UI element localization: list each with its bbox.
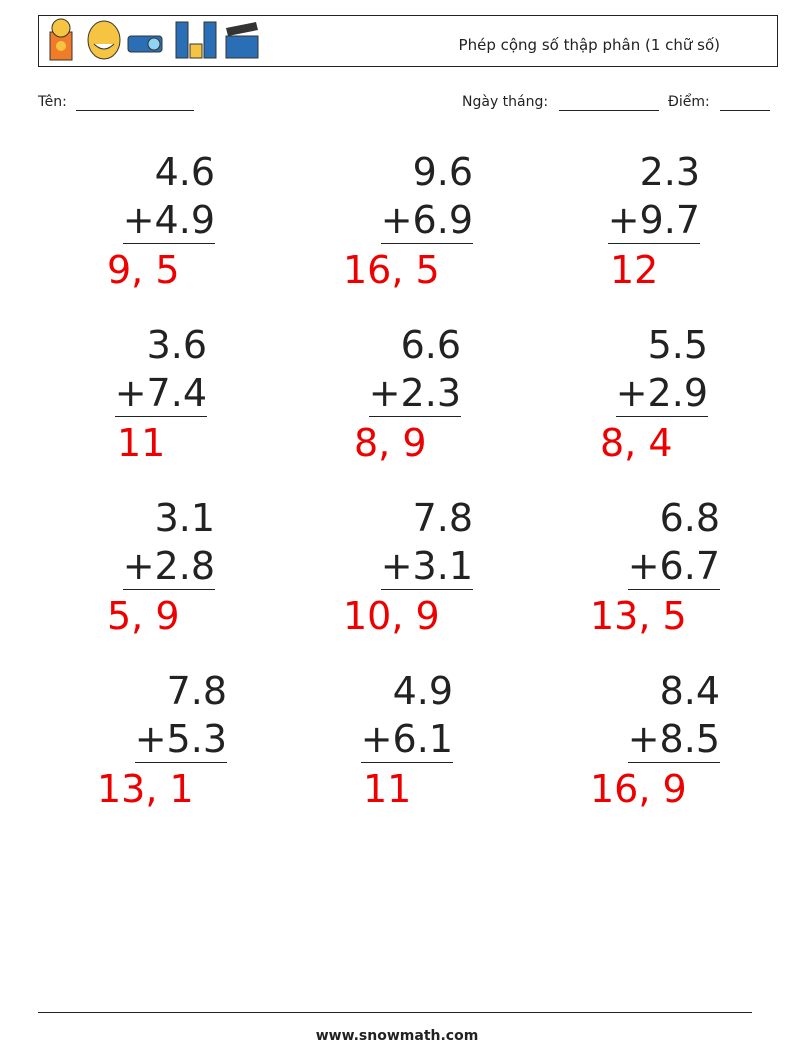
footer-rule xyxy=(38,1012,752,1013)
top-number: 4.6 xyxy=(154,150,215,194)
bottom-number: +6.7 xyxy=(627,544,720,588)
top-number: 3.1 xyxy=(154,496,215,540)
top-number: 6.6 xyxy=(400,323,461,367)
header-box xyxy=(38,15,778,67)
sum-line xyxy=(607,243,700,244)
top-number: 3.6 xyxy=(146,323,207,367)
sum-line xyxy=(380,243,473,244)
answer: 13, 5 xyxy=(590,594,687,638)
sum-line xyxy=(122,589,215,590)
name-blank xyxy=(76,110,194,111)
top-number: 2.3 xyxy=(639,150,700,194)
bottom-number: +7.4 xyxy=(114,371,207,415)
score-blank xyxy=(720,110,770,111)
answer: 8, 9 xyxy=(354,421,427,465)
top-number: 7.8 xyxy=(166,669,227,713)
answer: 13, 1 xyxy=(97,767,194,811)
answer: 11 xyxy=(363,767,412,811)
footer-site: www.snowmath.com xyxy=(315,1028,479,1044)
date-blank xyxy=(559,110,659,111)
sum-line xyxy=(368,416,461,417)
answer: 5, 9 xyxy=(107,594,180,638)
answer: 8, 4 xyxy=(600,421,673,465)
sum-line xyxy=(114,416,207,417)
sum-line xyxy=(380,589,473,590)
top-number: 5.5 xyxy=(647,323,708,367)
answer: 16, 5 xyxy=(343,248,440,292)
bottom-number: +2.9 xyxy=(615,371,708,415)
bottom-number: +4.9 xyxy=(122,198,215,242)
top-number: 9.6 xyxy=(412,150,473,194)
sum-line xyxy=(627,762,720,763)
bottom-number: +2.8 xyxy=(122,544,215,588)
bottom-number: +8.5 xyxy=(627,717,720,761)
sum-line xyxy=(134,762,227,763)
top-number: 6.8 xyxy=(659,496,720,540)
answer: 9, 5 xyxy=(107,248,180,292)
answer: 10, 9 xyxy=(343,594,440,638)
answer: 11 xyxy=(117,421,166,465)
bottom-number: +2.3 xyxy=(368,371,461,415)
name-label: Tên: xyxy=(38,94,67,110)
sum-line xyxy=(615,416,708,417)
date-label: Ngày tháng: xyxy=(462,94,549,110)
score-label: Điểm: xyxy=(668,94,710,110)
answer: 16, 9 xyxy=(590,767,687,811)
sum-line xyxy=(627,589,720,590)
bottom-number: +6.9 xyxy=(380,198,473,242)
answer: 12 xyxy=(610,248,659,292)
bottom-number: +6.1 xyxy=(360,717,453,761)
sum-line xyxy=(122,243,215,244)
header-icons xyxy=(49,18,259,61)
bottom-number: +3.1 xyxy=(380,544,473,588)
top-number: 4.9 xyxy=(392,669,453,713)
sum-line xyxy=(360,762,453,763)
bottom-number: +5.3 xyxy=(134,717,227,761)
top-number: 8.4 xyxy=(659,669,720,713)
bottom-number: +9.7 xyxy=(607,198,700,242)
title: Phép cộng số thập phân (1 chữ số) xyxy=(458,36,720,54)
top-number: 7.8 xyxy=(412,496,473,540)
